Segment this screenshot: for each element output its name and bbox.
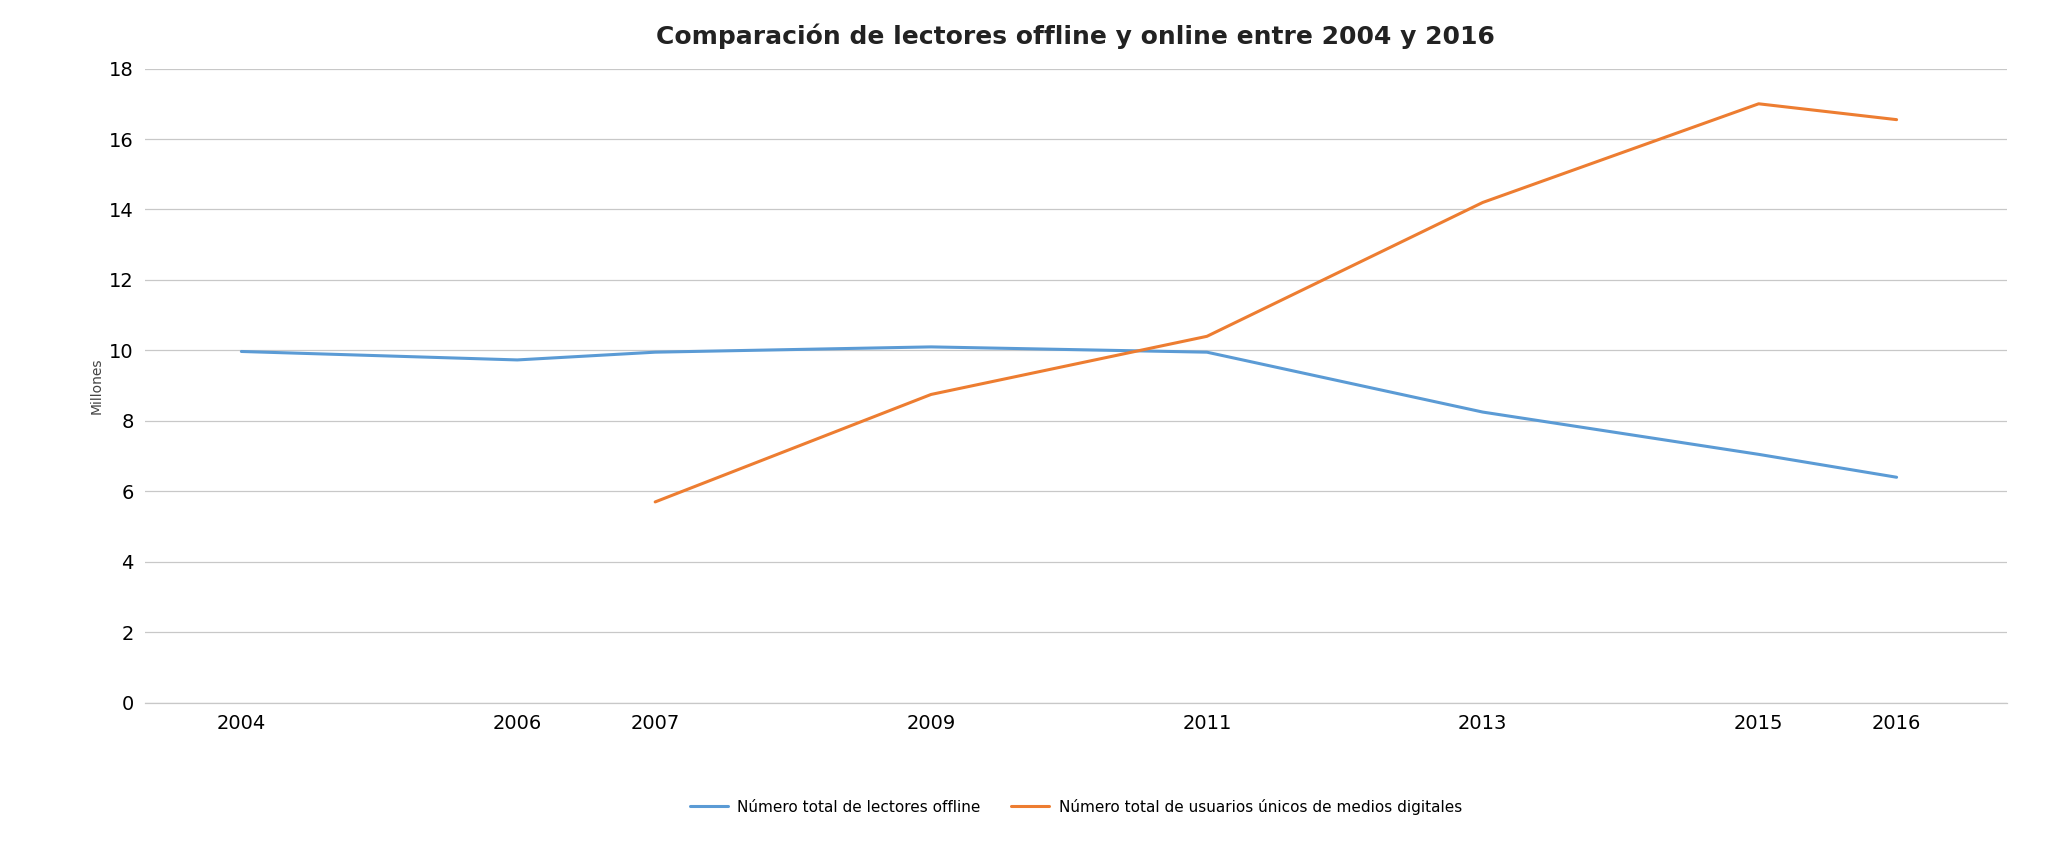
Número total de lectores offline [1746, 449, 1771, 459]
Número total de lectores offline [1471, 407, 1496, 417]
Número total de lectores offline [643, 347, 668, 357]
Número total de lectores offline [1194, 347, 1219, 357]
Número total de usuarios únicos de medios digitales [643, 497, 668, 507]
Y-axis label: Millones: Millones [89, 357, 103, 414]
Número total de usuarios únicos de medios digitales [1194, 331, 1219, 341]
Número total de usuarios únicos de medios digitales [1471, 197, 1496, 207]
Número total de usuarios únicos de medios digitales [1746, 99, 1771, 109]
Número total de usuarios únicos de medios digitales [1885, 115, 1910, 125]
Line: Número total de lectores offline: Número total de lectores offline [242, 347, 1897, 477]
Title: Comparación de lectores offline y online entre 2004 y 2016: Comparación de lectores offline y online… [656, 23, 1496, 49]
Número total de lectores offline [230, 346, 254, 357]
Número total de lectores offline [919, 342, 943, 352]
Número total de lectores offline [505, 355, 530, 365]
Número total de usuarios únicos de medios digitales [919, 389, 943, 399]
Número total de lectores offline [1885, 472, 1910, 482]
Legend: Número total de lectores offline, Número total de usuarios únicos de medios digi: Número total de lectores offline, Número… [685, 793, 1467, 821]
Line: Número total de usuarios únicos de medios digitales: Número total de usuarios únicos de medio… [656, 104, 1897, 502]
